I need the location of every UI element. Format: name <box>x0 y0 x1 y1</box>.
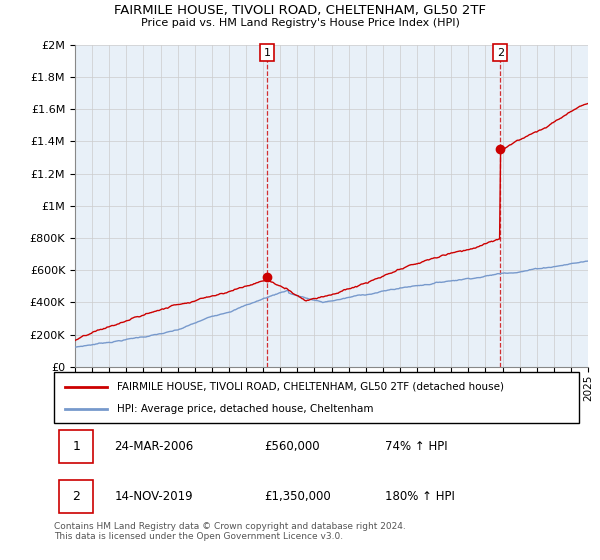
Text: 2: 2 <box>497 48 504 58</box>
Text: 24-MAR-2006: 24-MAR-2006 <box>115 440 194 454</box>
Bar <box>59 430 94 464</box>
Text: 1: 1 <box>73 440 80 454</box>
Bar <box>59 480 94 514</box>
Text: Contains HM Land Registry data © Crown copyright and database right 2024.
This d: Contains HM Land Registry data © Crown c… <box>54 522 406 542</box>
Text: 14-NOV-2019: 14-NOV-2019 <box>115 490 193 503</box>
Text: 74% ↑ HPI: 74% ↑ HPI <box>385 440 448 454</box>
Text: 1: 1 <box>263 48 271 58</box>
Text: 180% ↑ HPI: 180% ↑ HPI <box>385 490 455 503</box>
Text: £560,000: £560,000 <box>264 440 320 454</box>
Text: 2: 2 <box>73 490 80 503</box>
Text: Price paid vs. HM Land Registry's House Price Index (HPI): Price paid vs. HM Land Registry's House … <box>140 18 460 28</box>
Text: FAIRMILE HOUSE, TIVOLI ROAD, CHELTENHAM, GL50 2TF (detached house): FAIRMILE HOUSE, TIVOLI ROAD, CHELTENHAM,… <box>117 381 504 391</box>
Text: FAIRMILE HOUSE, TIVOLI ROAD, CHELTENHAM, GL50 2TF: FAIRMILE HOUSE, TIVOLI ROAD, CHELTENHAM,… <box>114 4 486 17</box>
Text: HPI: Average price, detached house, Cheltenham: HPI: Average price, detached house, Chel… <box>117 404 373 414</box>
Text: £1,350,000: £1,350,000 <box>264 490 331 503</box>
